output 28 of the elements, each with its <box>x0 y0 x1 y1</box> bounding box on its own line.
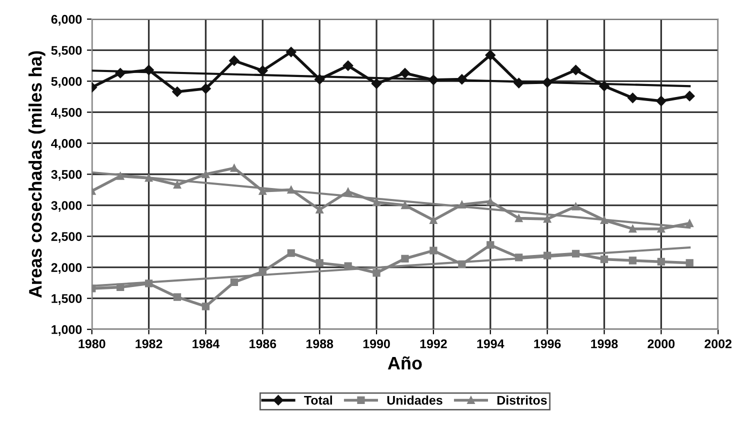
x-tick-label: 1988 <box>306 339 334 348</box>
x-tick-label: 2000 <box>648 339 675 348</box>
y-tick-label: 4,500 <box>51 108 82 119</box>
x-tick-label: 1982 <box>136 339 162 348</box>
legend-label: Distritos <box>497 396 547 405</box>
y-tick-label: 5,500 <box>51 46 82 57</box>
y-tick-label: 1,500 <box>52 294 82 305</box>
x-tick-label: 1996 <box>534 339 561 348</box>
y-tick-label: 2,500 <box>51 232 82 243</box>
x-tick-label: 1980 <box>78 339 106 348</box>
y-tick-label: 2,000 <box>51 263 82 274</box>
y-tick-label: 5,000 <box>51 76 82 88</box>
y-tick-label: 3,000 <box>51 201 82 212</box>
x-tick-label: 1990 <box>363 339 390 348</box>
x-tick-label: 1998 <box>591 339 618 348</box>
y-tick-label: 4,000 <box>51 139 82 150</box>
y-tick-label: 3,500 <box>51 170 82 181</box>
y-axis-title: Areas cosechadas (miles ha) <box>28 51 46 298</box>
x-tick-label: 1992 <box>420 339 447 348</box>
y-tick-label: 1,000 <box>52 325 82 336</box>
x-tick-label: 1986 <box>250 339 276 348</box>
x-tick-label: 1984 <box>192 339 220 348</box>
legend-label: Unidades <box>387 396 442 405</box>
x-tick-label: 2002 <box>704 339 732 348</box>
x-tick-label: 1994 <box>477 339 504 348</box>
y-tick-label: 6,000 <box>51 14 82 26</box>
x-axis-title: Año <box>388 356 422 370</box>
legend-label: Total <box>304 396 332 405</box>
